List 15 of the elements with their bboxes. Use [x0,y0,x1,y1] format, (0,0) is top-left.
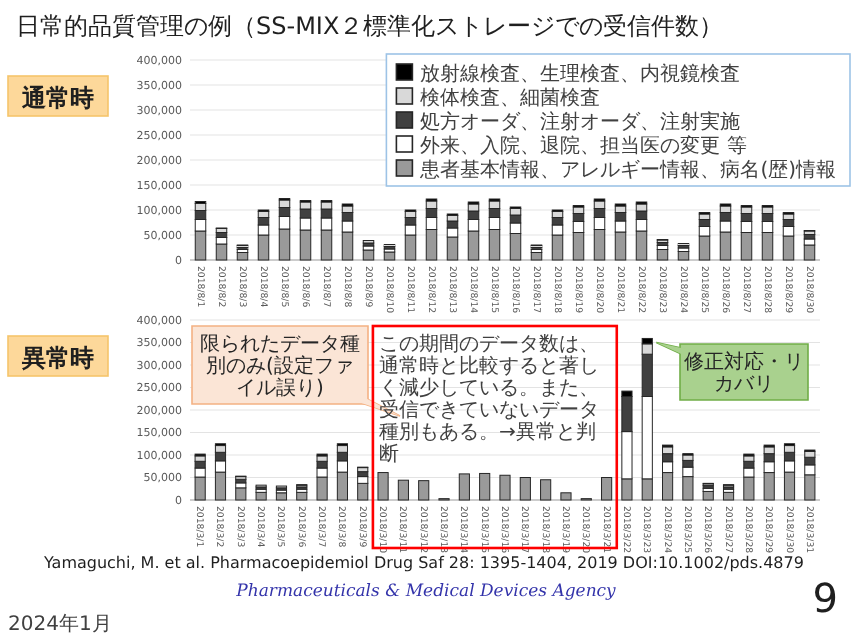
chart-title: 日常的品質管理の例（SS-MIX２標準化ストレージでの受信件数） [16,12,724,40]
annotation: この期間のデータ数は、通常時と比較すると著しく減少している。また、受信できていないデータ種別もある。→異常と判断 [378,332,599,466]
legend-label: 放射線検査、生理検査、内視鏡検査 [420,62,741,86]
legend-label: 処方オーダ、注射オーダ、注射実施 [420,110,741,134]
text: 2024年1月 [8,612,112,636]
legend-label: 患者基本情報、アレルギー情報、病名(歴)情報 [418,158,837,182]
annotation: 修正対応・リカバリ [684,350,804,396]
text: 異常時 [20,344,94,372]
text: Yamaguchi, M. et al. Pharmacoepidemiol Drug Saf 28: 1395-1404, 2019 DOI:10.1002/pds.4879 [42,554,804,572]
legend-label: 検体検査、細菌検査 [420,86,601,110]
legend-label: 外来、入院、退院、担当医の変更 等 [420,134,747,158]
annotation: 限られたデータ種別のみ(設定ファイル誤り) [200,334,360,400]
text: 通常時 [20,84,94,112]
text: 9 [812,574,838,622]
text: Pharmaceuticals & Medical Devices Agency [234,582,617,602]
